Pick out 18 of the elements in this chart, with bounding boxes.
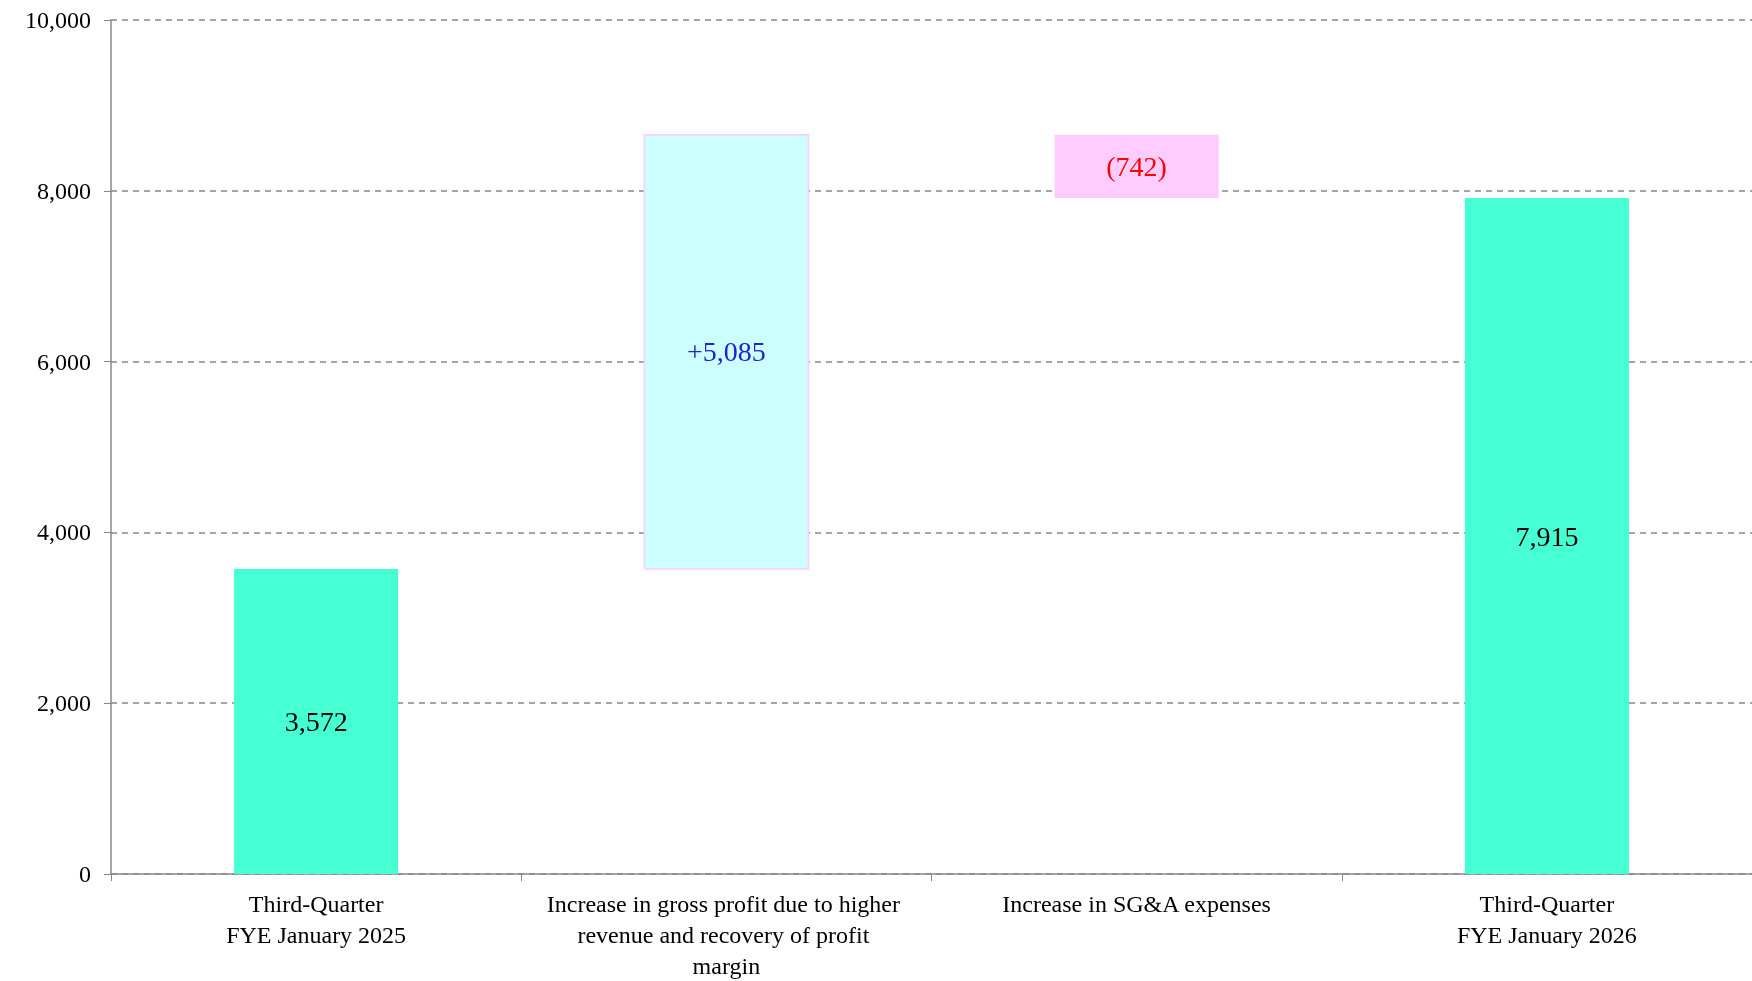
- y-tick-label: 10,000: [25, 7, 91, 33]
- bar: [643, 133, 810, 570]
- data-label: 7,915: [1515, 520, 1579, 552]
- x-tick-label: Third-Quarter FYE January 2026: [1456, 890, 1637, 948]
- bar: [1464, 198, 1629, 874]
- data-label: (742): [1106, 150, 1167, 182]
- bar: [234, 568, 399, 874]
- data-label: 3,572: [284, 705, 348, 737]
- y-tick-label: 0: [79, 861, 91, 887]
- x-tick-label: Third-Quarter FYE January 2025: [226, 890, 407, 948]
- data-label: +5,085: [686, 336, 766, 368]
- y-tick-label: 8,000: [37, 177, 91, 204]
- x-tick-label: Increase in SG&A expenses: [1002, 890, 1271, 917]
- bar: [1054, 134, 1219, 199]
- x-tick-label: Increase in gross profit due to higher revenue and recovery of profit margin: [546, 890, 906, 979]
- y-tick-label: 4,000: [37, 519, 91, 546]
- y-tick-label: 6,000: [37, 348, 91, 375]
- y-tick-label: 2,000: [37, 690, 91, 717]
